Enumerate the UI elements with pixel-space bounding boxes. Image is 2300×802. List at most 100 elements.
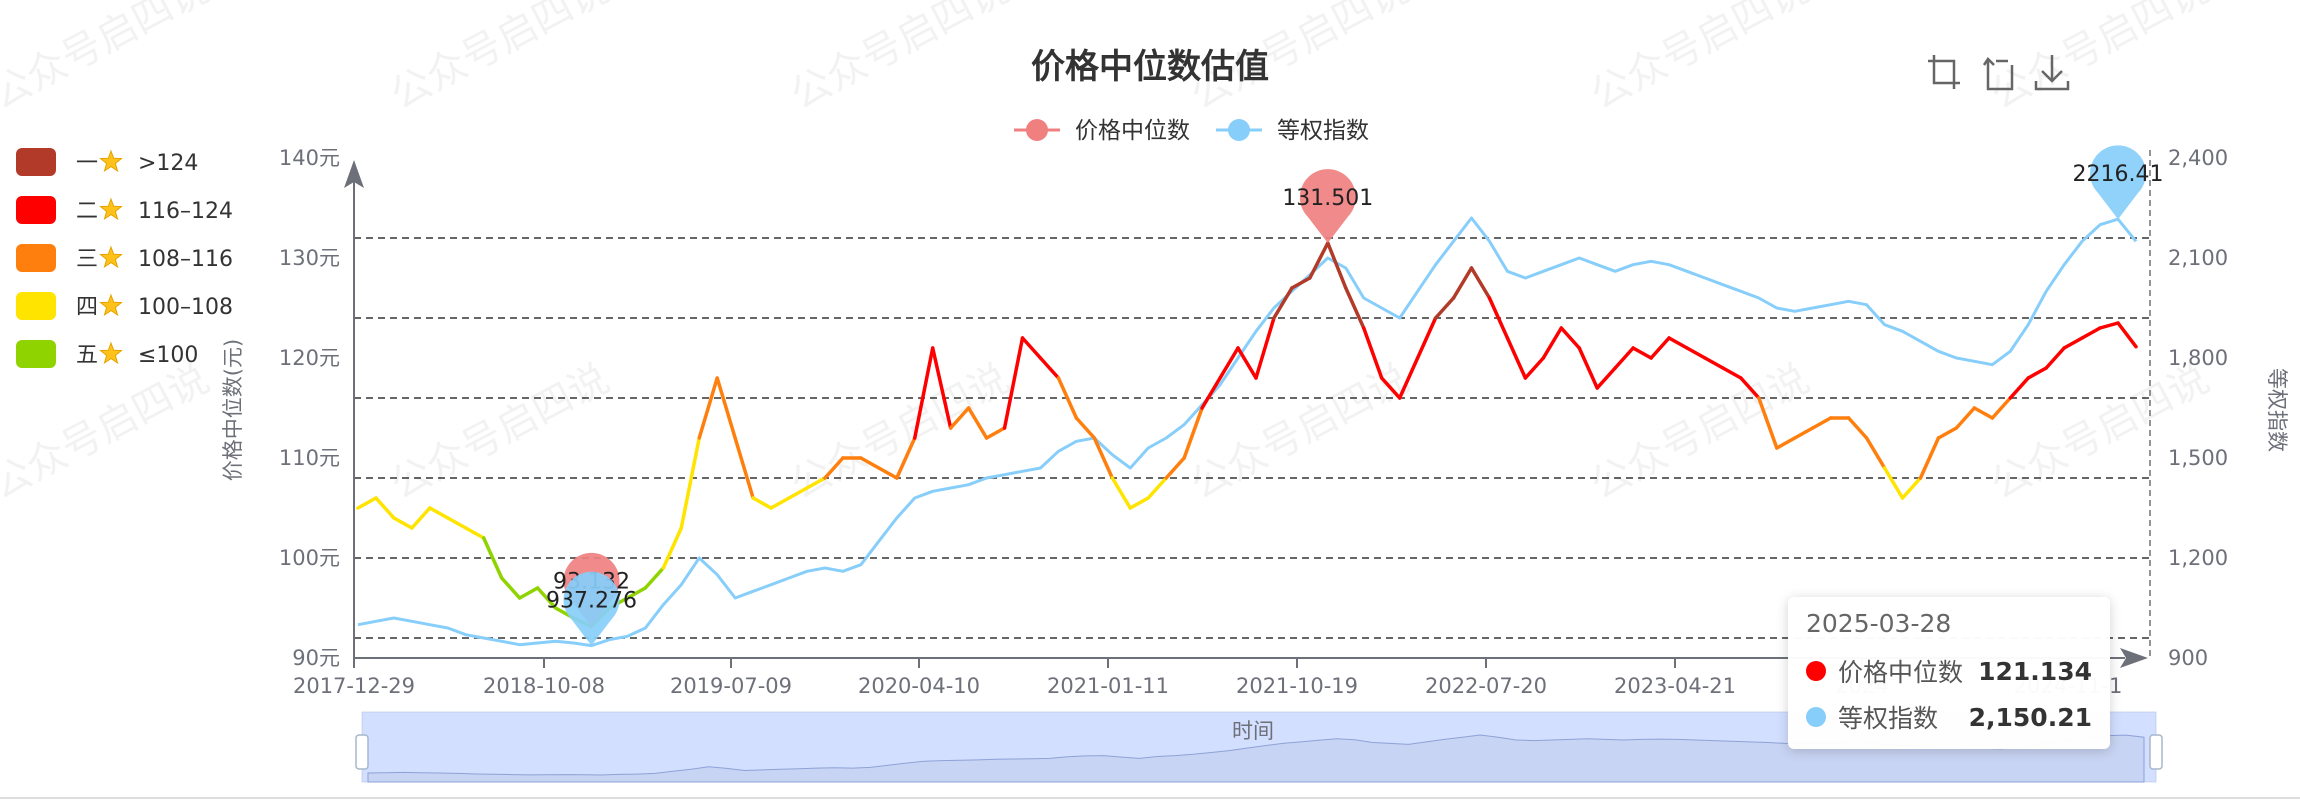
- series-price-median-segment: [1451, 266, 1474, 300]
- series-price-median-segment: [1757, 396, 1779, 450]
- series-price-median-segment: [1308, 241, 1330, 280]
- data-zoom-handle-left[interactable]: [355, 734, 369, 770]
- watermark-text: 公众号启四说: [783, 0, 1017, 119]
- series-price-median-segment: [535, 586, 558, 610]
- series-price-median-segment: [1236, 346, 1258, 380]
- series-price-median-segment: [1667, 336, 1689, 350]
- x-axis-tick-label: 2022-07-20: [1425, 674, 1547, 698]
- watermark-text: 公众号启四说: [383, 0, 617, 119]
- watermark-text: 公众号启四说: [1583, 0, 1817, 119]
- series-price-median-segment: [697, 376, 719, 440]
- series-price-median-segment: [1577, 346, 1599, 390]
- series-price-median-segment: [1649, 336, 1671, 360]
- series-price-median-segment: [1272, 286, 1294, 320]
- series-equal-weight-index-line: [357, 216, 2138, 648]
- series-price-median-segment: [1775, 436, 1797, 450]
- zoom-icon[interactable]: [1928, 55, 1960, 89]
- y-axis-left-ticks: 90元 100元 110元 120元 130元 140元: [279, 146, 340, 670]
- visual-map-swatch: [16, 196, 56, 224]
- visual-map: 一 >124 二 116–124 三 108–116 四 100–108 五 ≤100: [16, 148, 233, 368]
- tooltip-series-value: 2,150.21: [1968, 702, 2092, 732]
- series-price-median-segment: [1990, 396, 2013, 420]
- mark-point-pin[interactable]: 131.501: [1282, 169, 1373, 243]
- y-axis-right-tick-label: 1,800: [2168, 346, 2228, 370]
- star-icon: [99, 293, 123, 317]
- visual-map-item[interactable]: 二 116–124: [16, 196, 233, 224]
- series-price-median-segment: [1361, 326, 1384, 380]
- legend-item-price-median[interactable]: 价格中位数: [1014, 118, 1190, 144]
- y-axis-left: [344, 160, 364, 660]
- series-price-median-segment: [1882, 466, 1905, 500]
- series-price-median-segment: [1469, 266, 1492, 300]
- visual-map-item[interactable]: 一 >124: [16, 148, 198, 176]
- series-price-median-segment: [1685, 346, 1707, 360]
- series-price-median-segment: [751, 496, 773, 510]
- visual-map-swatch: [16, 148, 56, 176]
- mark-point-pin[interactable]: 2216.41: [2073, 145, 2164, 220]
- series-price-median-segment: [1793, 426, 1815, 440]
- series-price-median-segment: [895, 436, 917, 480]
- series-price-median-segment: [2008, 376, 2030, 400]
- series-price-median-segment: [1433, 296, 1456, 320]
- x-axis-tick-label: 2020-04-10: [858, 674, 980, 698]
- x-axis-tick-label: 2023-04-21: [1614, 674, 1736, 698]
- series-price-median-segment: [481, 536, 504, 580]
- x-axis-tick-label: 2018-10-08: [483, 674, 605, 698]
- series-price-median-segment: [1559, 326, 1582, 350]
- series-price-median-segment: [1092, 436, 1115, 480]
- y-axis-arrow-icon: [344, 160, 364, 188]
- legend-swatch: [1026, 119, 1048, 141]
- series-price-median-segment: [1128, 496, 1150, 510]
- watermark-text: 公众号启四说: [1583, 356, 1817, 509]
- series-price-median-segment: [2080, 326, 2102, 340]
- visual-map-item[interactable]: 四 100–108: [16, 292, 233, 320]
- series-price-median-segment: [2116, 321, 2138, 349]
- series-price-median-segment: [1164, 456, 1186, 480]
- tooltip-row-price-median: 价格中位数 121.134: [1806, 648, 2092, 694]
- data-zoom-handle-right[interactable]: [2149, 734, 2163, 770]
- visual-map-swatch: [16, 292, 56, 320]
- series-price-median-segment: [1810, 416, 1833, 430]
- y-axis-right-tick-label: 1,500: [2168, 446, 2228, 470]
- y-axis-left-tick-label: 100元: [279, 546, 340, 570]
- series-price-median-segment: [1002, 336, 1025, 430]
- series-price-median-segment: [446, 516, 468, 530]
- visual-map-item[interactable]: 五 ≤100: [16, 340, 198, 368]
- series-price-median-segment: [1954, 406, 1977, 430]
- download-icon[interactable]: [2034, 55, 2070, 91]
- series-price-median-segment: [1703, 356, 1725, 370]
- series-price-median-segment: [984, 426, 1007, 440]
- mark-point-label: 937.276: [546, 589, 637, 614]
- visual-map-item[interactable]: 三 108–116: [16, 244, 233, 272]
- watermark-text: 公众号启四说: [0, 0, 217, 119]
- x-axis-tick-label: 2019-07-09: [670, 674, 792, 698]
- toolbox: [1928, 55, 2070, 91]
- y-axis-left-name: 价格中位数(元): [221, 339, 245, 481]
- series-price-median-segment: [1379, 376, 1402, 400]
- tooltip-marker-icon: [1806, 661, 1826, 681]
- series-price-median-segment: [715, 376, 737, 440]
- map-pin-icon: [1299, 169, 1356, 243]
- series-price-median-segment: [948, 406, 971, 430]
- series-price-median-segment: [1595, 366, 1617, 390]
- mark-point-pin[interactable]: 937.276: [546, 571, 637, 646]
- series-price-median-segment: [1523, 356, 1546, 380]
- series-price-median-segment: [877, 466, 899, 480]
- tooltip-series-value: 121.134: [1978, 656, 2092, 686]
- series-price-median-segment: [1326, 241, 1348, 290]
- watermark-text: 公众号启四说: [0, 356, 217, 509]
- series-price-median-segment: [1846, 416, 1869, 440]
- visual-map-range: ≤100: [138, 343, 198, 368]
- y-axis-right-tick-label: 1,200: [2168, 546, 2228, 570]
- tooltip-series-name: 等权指数: [1838, 704, 1939, 733]
- tooltip-date: 2025-03-28: [1806, 609, 1952, 638]
- star-icon: [99, 197, 123, 221]
- zoom-reset-icon[interactable]: [1982, 57, 2014, 91]
- visual-map-swatch: [16, 244, 56, 272]
- series-price-median-segment: [374, 496, 396, 520]
- series-price-median-segment: [1182, 406, 1204, 460]
- legend-item-equal-weight-index[interactable]: 等权指数: [1216, 118, 1369, 144]
- visual-map-label: 四: [76, 295, 98, 320]
- tooltip: 2025-03-28 价格中位数 121.134 等权指数 2,150.21: [1788, 597, 2110, 749]
